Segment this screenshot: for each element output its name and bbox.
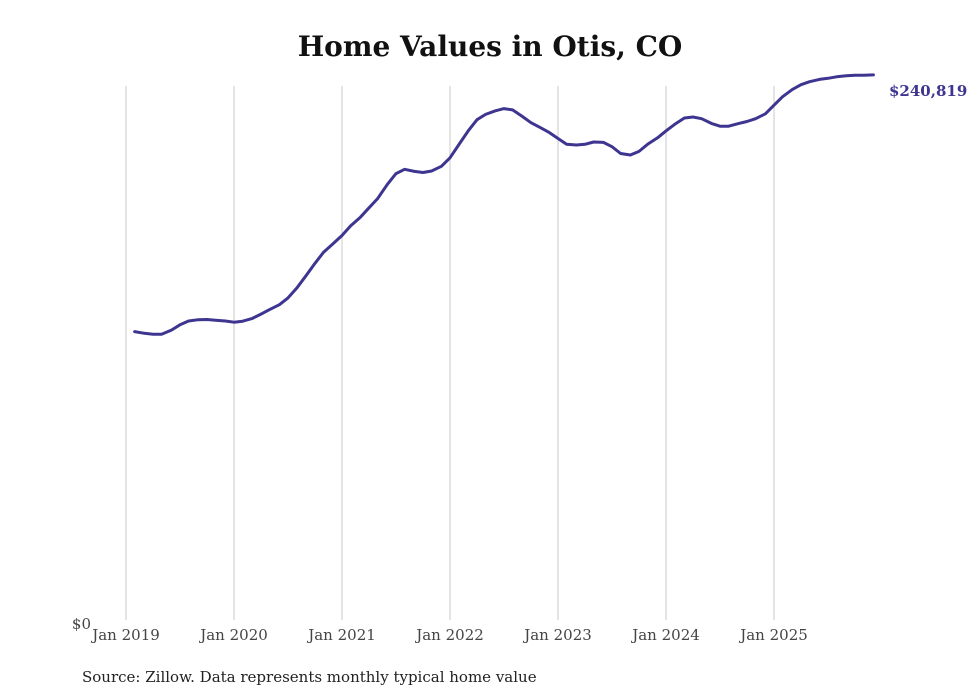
x-axis-ticks: Jan 2019 Jan 2020 Jan 2021 Jan 2022 Jan 2023… bbox=[90, 626, 808, 644]
x-tick-label: Jan 2025 bbox=[738, 626, 808, 644]
grid-lines bbox=[125, 86, 775, 620]
x-tick-label: Jan 2022 bbox=[414, 626, 484, 644]
x-tick-label: Jan 2020 bbox=[198, 626, 268, 644]
latest-value-label: $240,819 bbox=[889, 82, 967, 100]
source-note: Source: Zillow. Data represents monthly … bbox=[82, 668, 537, 686]
x-tick-label: Jan 2021 bbox=[306, 626, 376, 644]
home-value-line bbox=[133, 73, 875, 336]
x-tick-label: Jan 2023 bbox=[522, 626, 592, 644]
x-tick-label: Jan 2019 bbox=[90, 626, 160, 644]
x-tick-label: Jan 2024 bbox=[630, 626, 700, 644]
y-axis-zero-label: $0 bbox=[72, 615, 91, 633]
chart-title: Home Values in Otis, CO bbox=[297, 30, 683, 63]
